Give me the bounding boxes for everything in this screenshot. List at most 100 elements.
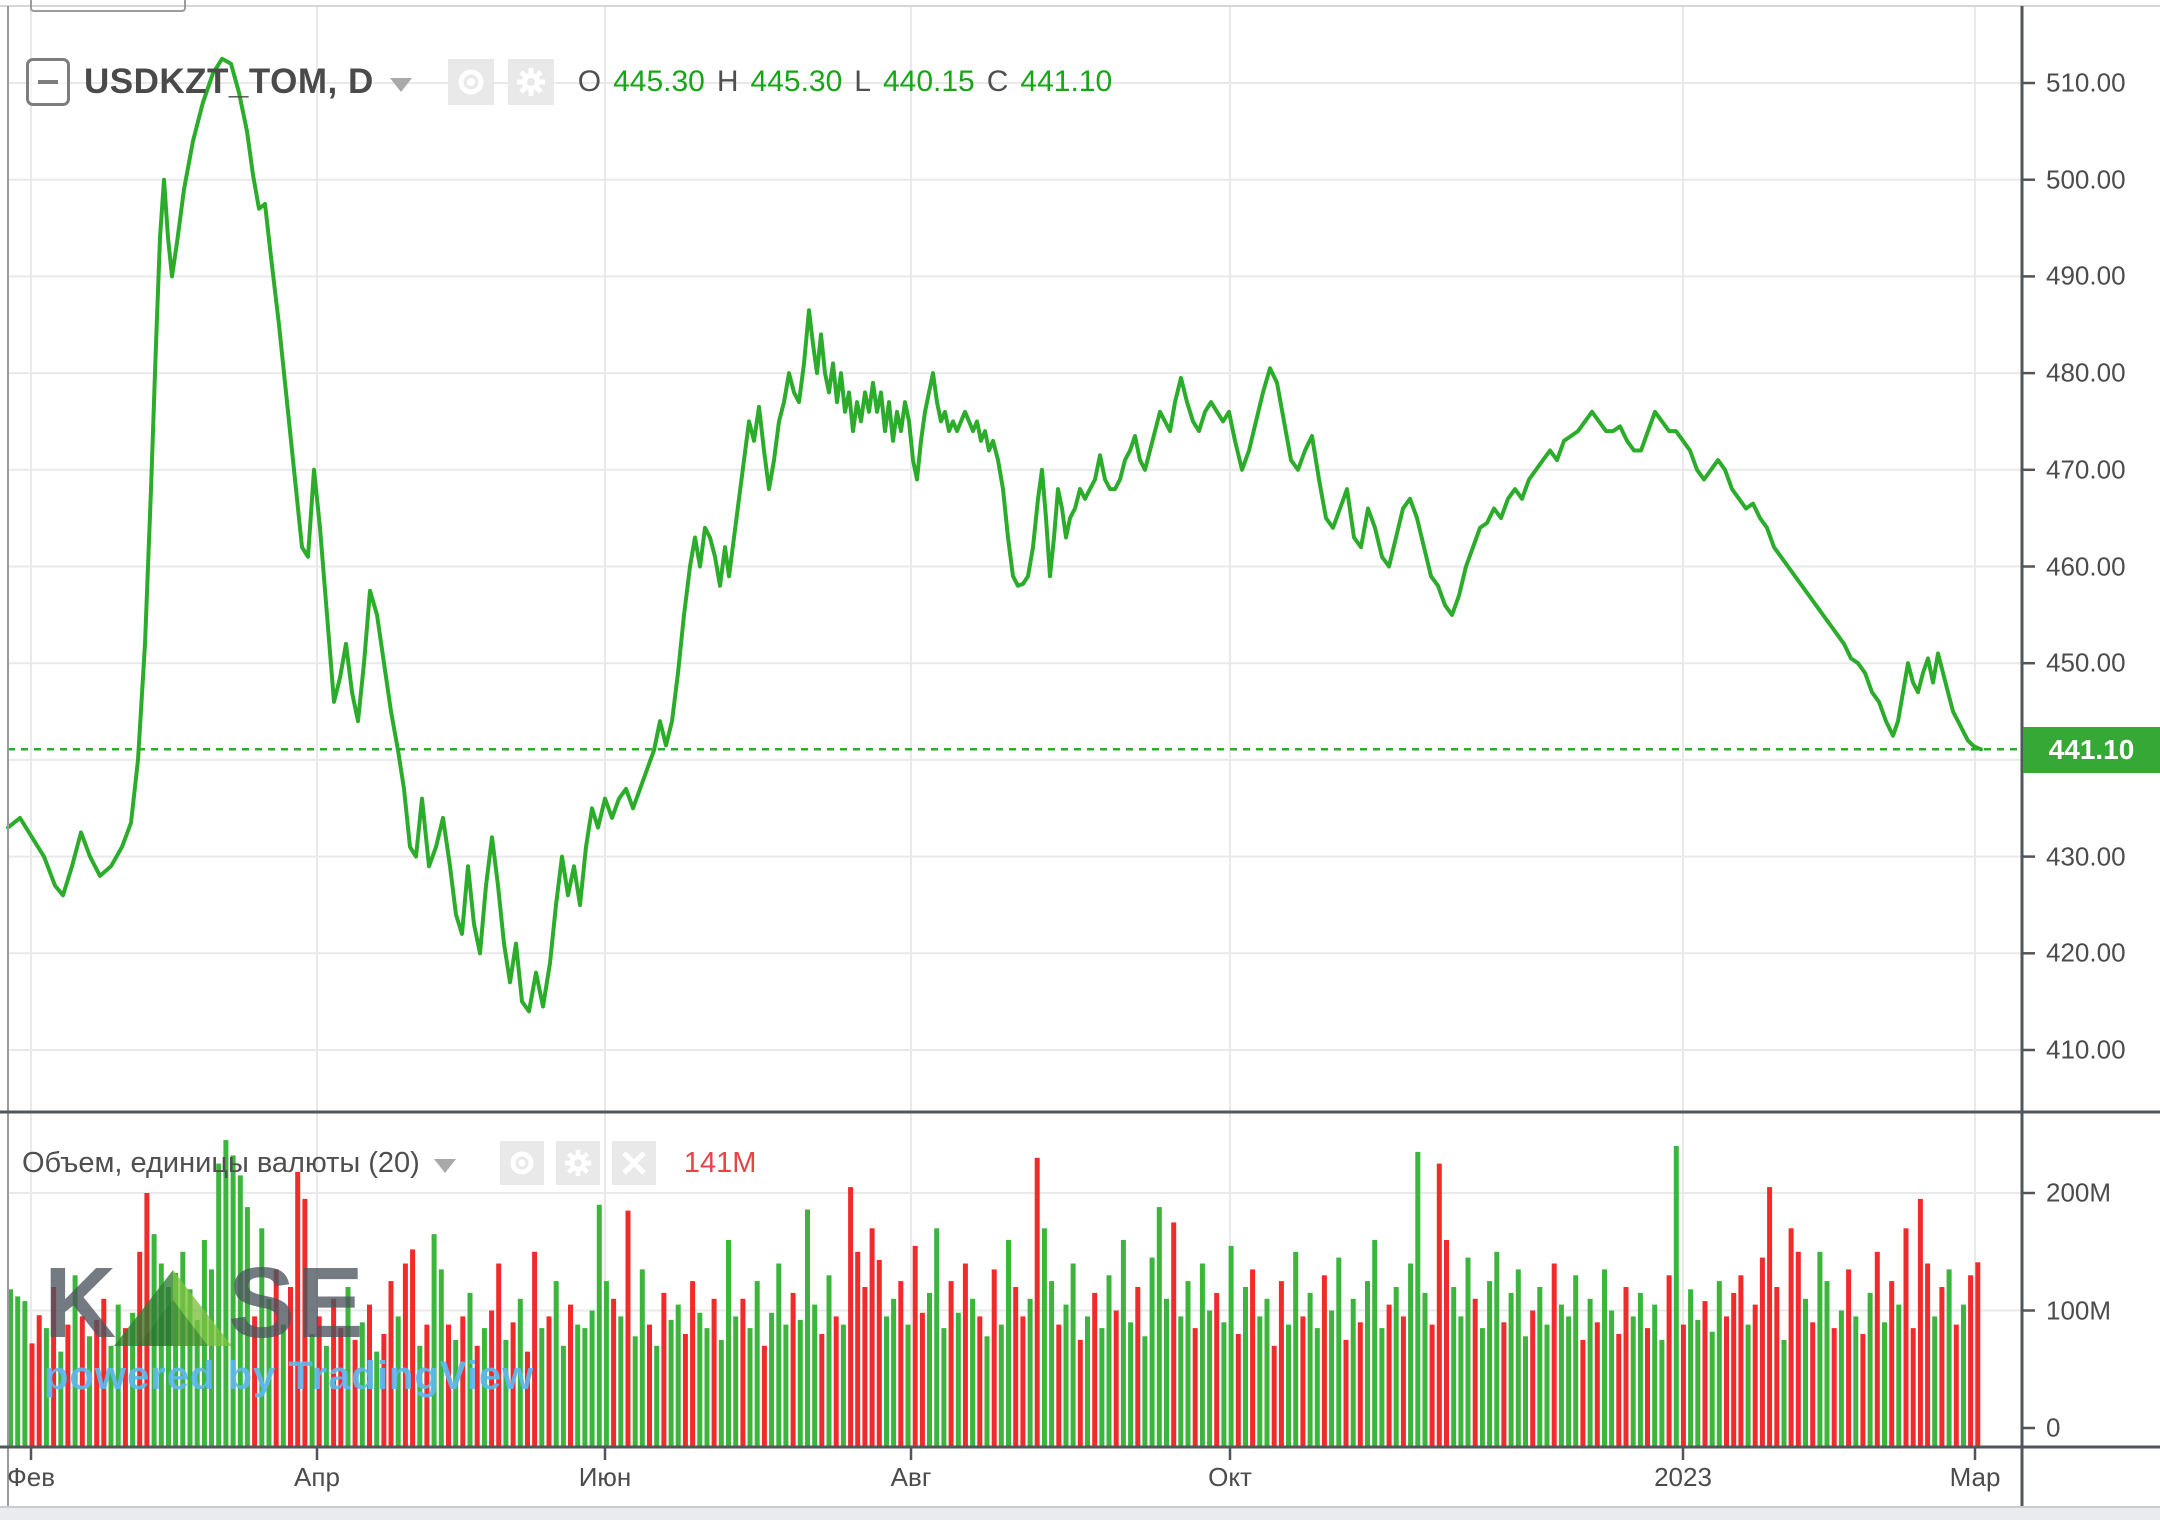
volume-bar bbox=[1910, 1328, 1916, 1447]
close-icon[interactable] bbox=[611, 1141, 656, 1185]
volume-bar bbox=[1113, 1310, 1119, 1447]
price-axis-label[interactable]: 460.00 bbox=[2046, 551, 2126, 581]
volume-bar bbox=[151, 1234, 157, 1447]
volume-bar bbox=[1680, 1324, 1686, 1447]
volume-bar bbox=[718, 1339, 724, 1447]
volume-bar bbox=[1379, 1328, 1385, 1447]
collapse-pane-button[interactable] bbox=[26, 58, 70, 106]
volume-axis-label[interactable]: 100M bbox=[2046, 1295, 2112, 1325]
volume-axis-label[interactable]: 200M bbox=[2046, 1177, 2112, 1208]
price-axis-label[interactable]: 500.00 bbox=[2046, 164, 2126, 195]
volume-bar bbox=[1314, 1328, 1320, 1447]
price-axis-label[interactable]: 490.00 bbox=[2046, 260, 2126, 291]
symbol-title[interactable]: USDKZT_TOM, D bbox=[84, 62, 374, 101]
volume-bar bbox=[367, 1304, 372, 1447]
volume-bar bbox=[948, 1281, 954, 1447]
price-axis-label[interactable]: 420.00 bbox=[2046, 937, 2126, 968]
volume-bar bbox=[1623, 1287, 1629, 1447]
volume-bar bbox=[216, 1163, 222, 1447]
volume-bar bbox=[575, 1324, 581, 1447]
gear-icon[interactable] bbox=[507, 59, 554, 105]
volume-bar bbox=[1659, 1339, 1665, 1447]
time-axis-label[interactable]: Июн bbox=[578, 1462, 632, 1492]
volume-bar bbox=[790, 1292, 796, 1447]
volume-indicator-title[interactable]: Объем, единицы валюты (20) bbox=[22, 1146, 420, 1179]
volume-bar bbox=[1422, 1292, 1428, 1447]
main-pane-header: USDKZT_TOM, D O 445.30 H 445.30 L 440.15… bbox=[26, 56, 1112, 108]
volume-bar bbox=[1164, 1298, 1169, 1448]
volume-bar bbox=[1745, 1324, 1751, 1447]
volume-bar bbox=[58, 1351, 64, 1447]
volume-bar bbox=[855, 1251, 861, 1448]
volume-axis-label[interactable]: 0 bbox=[2046, 1412, 2061, 1443]
volume-bar bbox=[1243, 1287, 1248, 1447]
volume-bar bbox=[410, 1249, 416, 1447]
price-axis-label[interactable]: 470.00 bbox=[2046, 454, 2126, 485]
volume-bar bbox=[130, 1312, 136, 1447]
visibility-icon[interactable] bbox=[447, 59, 494, 105]
volume-bar bbox=[1831, 1328, 1837, 1447]
volume-bar bbox=[639, 1269, 645, 1447]
volume-bar bbox=[1695, 1319, 1701, 1447]
volume-bar bbox=[927, 1292, 932, 1447]
volume-bar bbox=[1214, 1292, 1220, 1447]
price-axis-label[interactable]: 480.00 bbox=[2046, 357, 2126, 388]
time-axis-label[interactable]: Мар bbox=[1949, 1462, 2001, 1492]
time-axis-label[interactable]: 2023 bbox=[1654, 1462, 1712, 1492]
volume-bar bbox=[1716, 1281, 1722, 1447]
time-axis-label[interactable]: Авг bbox=[890, 1462, 932, 1492]
time-axis-label[interactable]: Фев bbox=[6, 1462, 56, 1492]
price-axis-label[interactable]: 450.00 bbox=[2046, 647, 2126, 678]
volume-bar bbox=[122, 1328, 128, 1447]
volume-bar bbox=[252, 1316, 258, 1447]
low-label: L bbox=[854, 65, 871, 98]
volume-bar bbox=[1882, 1322, 1887, 1448]
volume-bar bbox=[1415, 1151, 1421, 1447]
volume-bar bbox=[1537, 1287, 1543, 1447]
volume-bar bbox=[1580, 1339, 1586, 1447]
volume-bar bbox=[101, 1298, 107, 1448]
volume-bar bbox=[1602, 1269, 1607, 1447]
chevron-down-icon[interactable] bbox=[433, 1159, 456, 1173]
volume-bar bbox=[1573, 1275, 1579, 1448]
visibility-icon[interactable] bbox=[499, 1141, 544, 1185]
volume-bar bbox=[1156, 1207, 1162, 1447]
volume-bar bbox=[1803, 1298, 1808, 1448]
volume-bar bbox=[1429, 1324, 1435, 1447]
volume-bar bbox=[1063, 1304, 1069, 1447]
volume-bar bbox=[919, 1312, 925, 1447]
volume-bar bbox=[1544, 1324, 1550, 1447]
volume-bar bbox=[1939, 1287, 1945, 1447]
volume-bar bbox=[36, 1315, 42, 1447]
volume-bar bbox=[1444, 1240, 1449, 1447]
volume-bar bbox=[862, 1287, 868, 1447]
volume-bar bbox=[1853, 1316, 1859, 1447]
volume-bar bbox=[539, 1328, 545, 1447]
chevron-down-icon[interactable] bbox=[389, 78, 412, 92]
time-axis-label[interactable]: Окт bbox=[1208, 1462, 1252, 1492]
volume-bar bbox=[1846, 1269, 1852, 1447]
volume-bar bbox=[1616, 1334, 1622, 1447]
volume-bar bbox=[209, 1269, 214, 1447]
volume-bar bbox=[144, 1193, 150, 1447]
volume-bar bbox=[1781, 1339, 1787, 1447]
volume-bar bbox=[603, 1281, 609, 1447]
volume-bar bbox=[553, 1281, 559, 1447]
volume-bar bbox=[1135, 1287, 1141, 1447]
volume-bar bbox=[611, 1298, 617, 1448]
close-label: C bbox=[986, 65, 1009, 98]
volume-bar bbox=[1494, 1251, 1500, 1448]
time-axis-label[interactable]: Апр bbox=[294, 1462, 340, 1492]
volume-bar bbox=[625, 1210, 631, 1447]
volume-bar bbox=[288, 1287, 293, 1447]
volume-bar bbox=[1860, 1334, 1866, 1447]
volume-bar bbox=[108, 1345, 114, 1448]
price-axis-label[interactable]: 410.00 bbox=[2046, 1034, 2126, 1065]
volume-bar bbox=[65, 1324, 71, 1447]
gear-icon[interactable] bbox=[555, 1141, 600, 1185]
price-axis-label[interactable]: 510.00 bbox=[2046, 67, 2126, 98]
volume-bar bbox=[517, 1298, 523, 1448]
volume-bar bbox=[1149, 1257, 1155, 1447]
price-axis-label[interactable]: 430.00 bbox=[2046, 841, 2126, 872]
